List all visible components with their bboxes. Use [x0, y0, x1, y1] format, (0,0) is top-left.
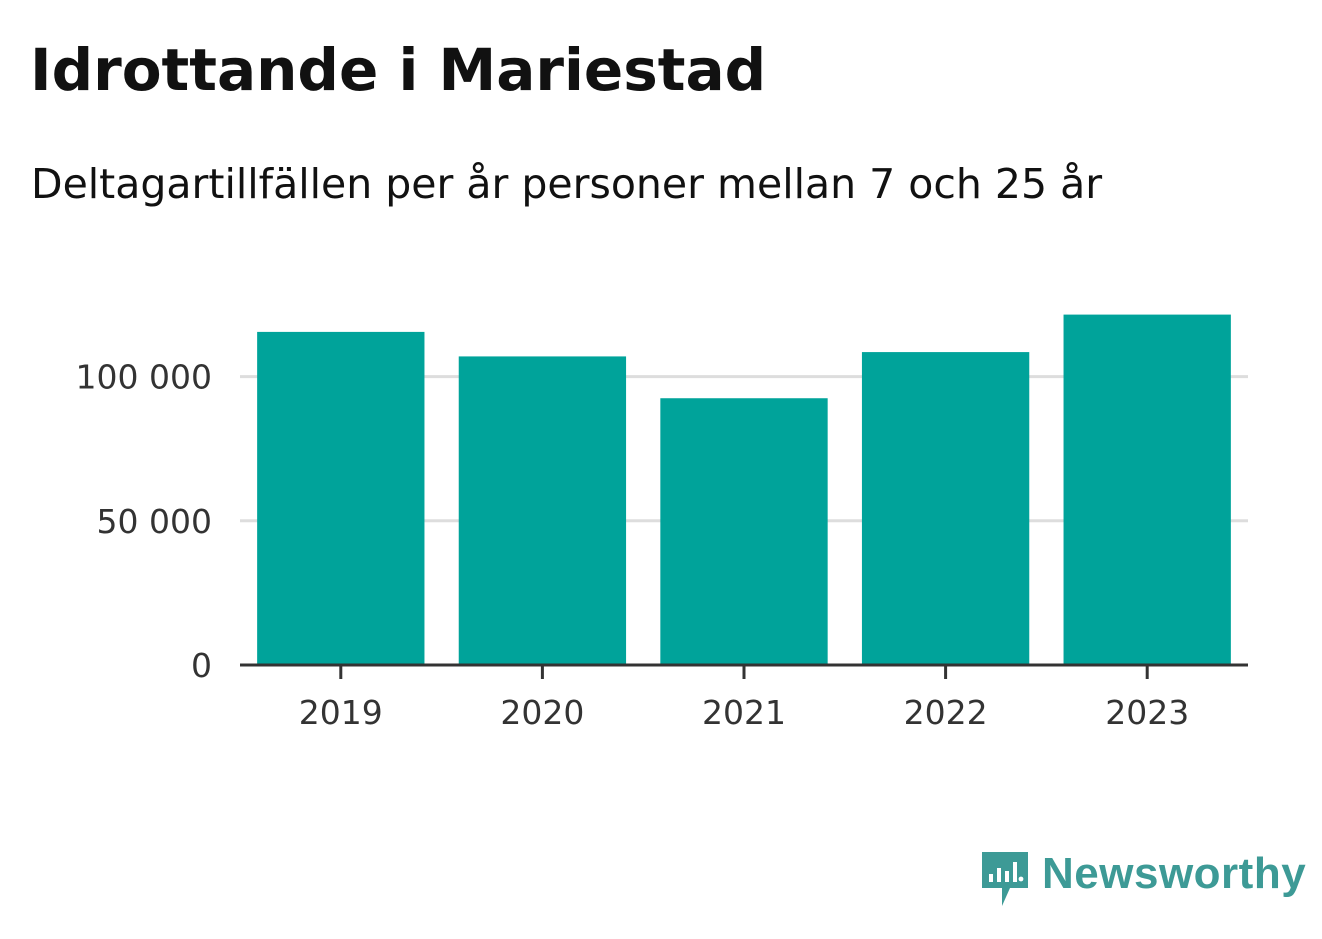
chart-subtitle: Deltagartillfällen per år personer mella… [31, 160, 1103, 208]
chart-title: Idrottande i Mariestad [30, 36, 767, 104]
bar-2020 [458, 356, 627, 665]
brand-logo: Newsworthy [980, 846, 1306, 910]
x-tick-label: 2021 [702, 693, 786, 732]
x-tick-label: 2020 [500, 693, 584, 732]
y-tick-label: 50 000 [97, 502, 212, 541]
bar-2023 [1063, 314, 1231, 665]
axes: 0 50 000 100 000 2019 2020 2021 2022 2023 [76, 358, 1248, 732]
newsworthy-logo-icon [982, 852, 1028, 906]
x-tick-label: 2022 [904, 693, 988, 732]
y-tick-label: 100 000 [76, 358, 212, 397]
bar-2022 [861, 352, 1030, 665]
brand-name: Newsworthy [1042, 849, 1307, 898]
bar-chart: 0 50 000 100 000 2019 2020 2021 2022 2023 [76, 314, 1248, 732]
x-tick-label: 2023 [1105, 693, 1189, 732]
y-tick-label: 0 [191, 646, 212, 685]
x-tick-label: 2019 [299, 693, 383, 732]
bars [257, 314, 1231, 665]
bar-2021 [660, 398, 828, 665]
bar-2019 [257, 331, 425, 665]
